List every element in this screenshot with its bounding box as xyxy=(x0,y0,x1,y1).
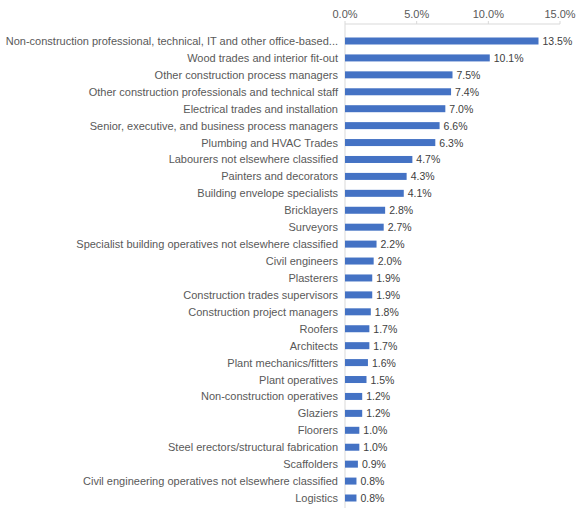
bar xyxy=(345,410,362,417)
bar xyxy=(345,122,440,129)
data-label: 0.8% xyxy=(360,475,384,487)
data-label: 6.3% xyxy=(439,137,463,149)
category-label: Other construction professionals and tec… xyxy=(89,86,339,98)
bar xyxy=(345,38,539,45)
data-label: 13.5% xyxy=(543,35,573,47)
tick-label: 0.0% xyxy=(332,8,357,20)
bar xyxy=(345,190,404,197)
bar xyxy=(345,156,412,163)
bar xyxy=(345,105,445,112)
data-label: 2.7% xyxy=(388,221,412,233)
bar xyxy=(345,224,384,231)
bar xyxy=(345,258,374,265)
bar xyxy=(345,308,371,315)
bar xyxy=(345,461,358,468)
bar xyxy=(345,495,356,502)
data-label: 0.9% xyxy=(362,458,386,470)
x-axis-line xyxy=(345,24,560,25)
bar xyxy=(345,478,356,485)
data-label: 1.0% xyxy=(363,441,387,453)
category-label: Plumbing and HVAC Trades xyxy=(201,137,338,149)
data-label: 7.4% xyxy=(455,86,479,98)
category-label: Plant mechanics/fitters xyxy=(227,357,338,369)
tick-mark xyxy=(345,21,346,24)
data-label: 7.5% xyxy=(457,69,481,81)
category-label: Labourers not elsewhere classified xyxy=(169,153,338,165)
data-label: 1.6% xyxy=(372,357,396,369)
bar xyxy=(345,393,362,400)
category-label: Steel erectors/structural fabrication xyxy=(168,441,338,453)
data-label: 2.8% xyxy=(389,204,413,216)
category-label: Glaziers xyxy=(298,407,339,419)
y-axis-line xyxy=(345,24,346,508)
data-label: 1.8% xyxy=(375,306,399,318)
data-label: 2.2% xyxy=(381,238,405,250)
category-label: Non-construction professional, technical… xyxy=(6,35,338,47)
category-label: Civil engineers xyxy=(266,255,339,267)
bar xyxy=(345,207,385,214)
chart: 0.0% 5.0% 10.0% 15.0% Non-construction profe… xyxy=(0,0,586,515)
category-label: Plant operatives xyxy=(259,374,338,386)
data-label: 6.6% xyxy=(444,120,468,132)
category-label: Senior, executive, and business process … xyxy=(90,120,339,132)
category-label: Civil engineering operatives not elsewhe… xyxy=(83,475,338,487)
tick-label: 15.0% xyxy=(544,8,575,20)
category-label: Electrical trades and installation xyxy=(183,103,338,115)
category-label: Construction project managers xyxy=(188,306,338,318)
tick-label: 5.0% xyxy=(404,8,429,20)
category-label: Floorers xyxy=(298,424,339,436)
bar xyxy=(345,359,368,366)
bar xyxy=(345,291,372,298)
category-label: Plasterers xyxy=(288,272,338,284)
bar xyxy=(345,71,453,78)
category-label: Specialist building operatives not elsew… xyxy=(76,238,338,250)
bar xyxy=(345,54,490,61)
category-label: Construction trades supervisors xyxy=(183,289,338,301)
data-label: 4.3% xyxy=(411,170,435,182)
bars xyxy=(345,38,539,502)
data-label: 1.7% xyxy=(373,323,397,335)
tick-mark xyxy=(488,21,489,24)
category-label: Wood trades and interior fit-out xyxy=(187,52,338,64)
category-label: Architects xyxy=(290,340,339,352)
bar xyxy=(345,173,407,180)
category-label: Other construction process managers xyxy=(155,69,339,81)
tick-label: 10.0% xyxy=(473,8,504,20)
bar xyxy=(345,274,372,281)
category-label: Scaffolders xyxy=(283,458,338,470)
category-label: Painters and decorators xyxy=(221,170,338,182)
category-label: Bricklayers xyxy=(284,204,338,216)
data-label: 0.8% xyxy=(360,492,384,504)
data-label: 1.2% xyxy=(366,407,390,419)
data-label: 2.0% xyxy=(378,255,402,267)
bar xyxy=(345,88,451,95)
data-label: 1.2% xyxy=(366,390,390,402)
data-label: 4.1% xyxy=(408,187,432,199)
bar xyxy=(345,139,435,146)
data-label: 1.0% xyxy=(363,424,387,436)
category-label: Roofers xyxy=(299,323,338,335)
bar xyxy=(345,444,359,451)
category-label: Building envelope specialists xyxy=(197,187,338,199)
data-label: 7.0% xyxy=(449,103,473,115)
bar xyxy=(345,241,377,248)
bar xyxy=(345,325,369,332)
data-label: 1.7% xyxy=(373,340,397,352)
category-label: Logistics xyxy=(295,492,338,504)
data-label: 4.7% xyxy=(416,153,440,165)
bar xyxy=(345,342,369,349)
category-label: Surveyors xyxy=(288,221,338,233)
data-label: 1.9% xyxy=(376,272,400,284)
data-label: 1.5% xyxy=(371,374,395,386)
tick-mark xyxy=(416,21,417,24)
bar xyxy=(345,376,367,383)
bar xyxy=(345,427,359,434)
data-label: 10.1% xyxy=(494,52,524,64)
tick-mark xyxy=(560,21,561,24)
data-label: 1.9% xyxy=(376,289,400,301)
category-label: Non-construction operatives xyxy=(201,390,338,402)
